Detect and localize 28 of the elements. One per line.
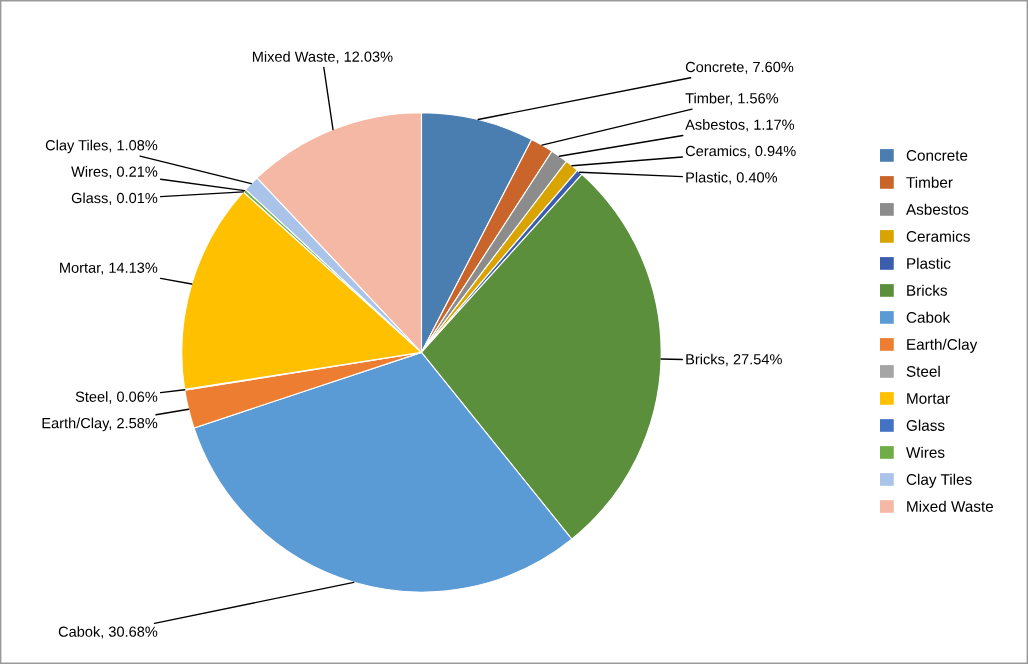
data-label: Wires, 0.21% [71,166,158,179]
data-label: Plastic, 0.40% [686,171,778,185]
data-label: Glass, 0.01% [71,192,158,205]
data-label: Timber, 1.56% [685,92,779,106]
data-label: Concrete, 7.60% [685,61,794,74]
data-label: Steel, 0.06% [75,391,158,404]
data-label: Mixed Waste, 12.03% [252,51,393,64]
data-label: Clay Tiles, 1.08% [45,139,158,154]
legend-label: Earth/Clay [907,338,978,353]
legend-label: Bricks [907,284,948,296]
legend-label: Plastic [907,257,951,269]
legend-label: Mortar [907,393,950,404]
legend-label: Concrete [906,150,968,161]
legend-label: Wires [906,446,945,458]
data-label: Bricks, 27.54% [686,353,782,367]
data-label: Mortar, 14.13% [60,262,158,275]
legend-label: Asbestos [906,203,969,215]
legend-label: Timber [906,176,953,188]
legend-label: Ceramics [906,230,970,242]
legend-label: Glass [906,419,945,431]
data-label: Earth/Clay, 2.58% [42,417,158,432]
legend-label: Steel [906,365,940,377]
legend-label: Cabok [906,311,951,323]
legend-label: Mixed Waste [907,500,994,512]
data-label: Cabok, 30.68% [58,626,158,639]
legend-label: Clay Tiles [906,473,972,488]
data-label: Asbestos, 1.17% [685,119,795,132]
data-label: Ceramics, 0.94% [685,145,796,158]
